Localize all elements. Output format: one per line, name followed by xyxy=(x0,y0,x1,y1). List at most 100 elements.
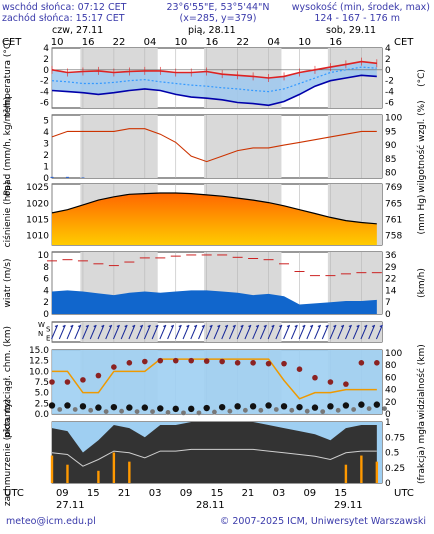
wind-direction-arrowhead xyxy=(356,325,360,328)
humidity-ytick: 90 xyxy=(385,141,397,151)
wind-ytick-kmh: 7 xyxy=(385,298,391,308)
visibility-ytick: 20 xyxy=(385,398,397,408)
cloud-top-point xyxy=(64,379,71,385)
wind-direction-arrowhead xyxy=(147,325,151,328)
visibility-ytick: 60 xyxy=(385,373,397,383)
cloud-base-point-2 xyxy=(273,407,279,412)
precip_humidity-ylabel_left: opad (mm/h, kg/m²/h) xyxy=(3,97,13,196)
cloud-base-point xyxy=(280,403,288,410)
cloud-base-point-2 xyxy=(57,407,63,412)
temp-ytick-left: 0 xyxy=(43,66,49,76)
wind-direction-arrowhead xyxy=(255,325,259,328)
wind-direction-arrowhead xyxy=(247,325,251,328)
cloud-top-point xyxy=(111,364,117,370)
bottom-hour-label: 21 xyxy=(242,488,255,499)
cloud-ytick: 0.0 xyxy=(35,410,50,420)
fog-bar xyxy=(97,470,100,483)
tz-bottom-left: UTC xyxy=(4,488,24,499)
wind-ylabel_left: wiatr (m/s) xyxy=(3,259,13,308)
night-shade-precip_humidity-1 xyxy=(204,115,282,178)
footer-copyright: © 2007-2025 ICM, Uniwersytet Warszawski xyxy=(220,516,426,527)
cloud-top-point xyxy=(374,360,380,366)
cloud-base-point xyxy=(327,403,334,410)
temperature-ylabel_left: temperatura (°C) xyxy=(3,39,13,116)
cloud-top-point xyxy=(142,358,148,365)
visibility-ytick: 80 xyxy=(385,361,397,371)
cloud-base-point-2 xyxy=(196,410,202,416)
cloud-ytick: 7.5 xyxy=(35,378,49,388)
cloud-base-point-2 xyxy=(181,410,186,416)
compass-letter: W xyxy=(38,321,45,329)
wind-ytick-kmh: 29 xyxy=(385,263,397,273)
wind-direction-arrowhead xyxy=(131,325,135,328)
cloud_fraction-ylabel_left: zachmurzenie (oktanty) xyxy=(3,399,13,506)
bottom-hour-label: 21 xyxy=(118,488,131,499)
cloud-ytick: 10.0 xyxy=(29,367,49,377)
cloud-top-point xyxy=(80,377,86,383)
wind-direction-arrowhead xyxy=(317,325,321,328)
bottom-hour-label: 15 xyxy=(334,488,347,499)
top-hour-label: 22 xyxy=(113,37,126,48)
cloud-base-point xyxy=(64,402,71,409)
wind-direction-arrowhead xyxy=(224,325,228,328)
top-hour-ticks: 10 16 22 04 10 16 22 04 10 16 xyxy=(51,37,342,48)
precip-ytick: 4 xyxy=(43,128,49,138)
wind-direction-arrowhead xyxy=(93,325,97,328)
day-label-3: sob, 29.11 xyxy=(326,25,376,36)
cloud-base-point-2 xyxy=(88,407,94,413)
temp-ytick-left: 2 xyxy=(43,55,49,65)
wind-direction-arrowhead xyxy=(263,325,267,328)
wind-direction-arrowhead xyxy=(85,325,89,328)
precip-ytick: 2 xyxy=(43,151,49,161)
temp-ytick-left: -2 xyxy=(40,77,49,87)
wind-direction-arrowhead xyxy=(348,325,352,328)
cloud-base-point xyxy=(203,404,210,412)
fog-bar xyxy=(128,461,131,483)
cloud-top-point xyxy=(296,366,303,373)
cloud-fraction-panel: 1 0.75 0.5 0.25 0 xyxy=(50,418,405,489)
wind-ytick-kmh: 14 xyxy=(385,286,397,296)
date-label-3: 29.11 xyxy=(334,500,363,511)
compass-letter: S xyxy=(46,326,51,334)
wind-direction-arrowhead xyxy=(294,325,298,328)
cloud-base-point xyxy=(141,404,149,411)
panel-backgrounds xyxy=(51,47,383,484)
cloud-base-point xyxy=(172,405,179,413)
cloud-base-point-2 xyxy=(366,406,372,412)
wind-direction-arrowhead xyxy=(363,325,367,328)
pressure-area xyxy=(52,192,377,245)
night-shade-wind_direction-0 xyxy=(80,322,158,342)
cloud-base-point-2 xyxy=(289,407,295,413)
wind-direction-arrowhead xyxy=(162,325,166,328)
cloud-base-point-2 xyxy=(72,407,78,412)
cloud-base-point xyxy=(234,403,241,410)
cloud-base-point-2 xyxy=(351,407,357,412)
top-hour-label: 10 xyxy=(175,37,188,48)
wind-ytick-ms: 2 xyxy=(43,298,49,308)
temp-min-line xyxy=(51,74,377,107)
compass-letter: N xyxy=(38,330,43,338)
wind-direction-arrowhead xyxy=(340,325,344,328)
cloud-base-point-2 xyxy=(242,407,248,413)
top-hour-label: 16 xyxy=(205,37,218,48)
cloud-top-point xyxy=(234,360,241,366)
cloud-top-point xyxy=(219,358,225,365)
wind-direction-arrowhead xyxy=(108,325,112,328)
cloudfrac-ytick: 0.5 xyxy=(385,449,399,459)
wind-direction-arrowhead xyxy=(232,325,236,328)
pressure-ytick-mmhg: 758 xyxy=(385,231,402,241)
cloud-base-point-2 xyxy=(212,409,217,415)
cloud-top-point xyxy=(343,381,349,387)
precip-bar xyxy=(81,177,85,178)
compass-letter: E xyxy=(46,335,50,343)
pressure-ytick-hpa: 1015 xyxy=(26,215,49,225)
footer-email[interactable]: meteo@icm.edu.pl xyxy=(6,516,96,527)
cloud-base-point-2 xyxy=(335,407,341,413)
cloud-base-point xyxy=(249,403,257,410)
wind-direction-arrowhead xyxy=(193,325,197,328)
pressure-ytick-mmhg: 765 xyxy=(385,199,402,209)
night-shade-wind_direction-1 xyxy=(204,322,282,342)
cloud-visibility-panel: 15.012.510.07.55.02.50.0 100 80 60 40 20 0 xyxy=(29,346,402,420)
